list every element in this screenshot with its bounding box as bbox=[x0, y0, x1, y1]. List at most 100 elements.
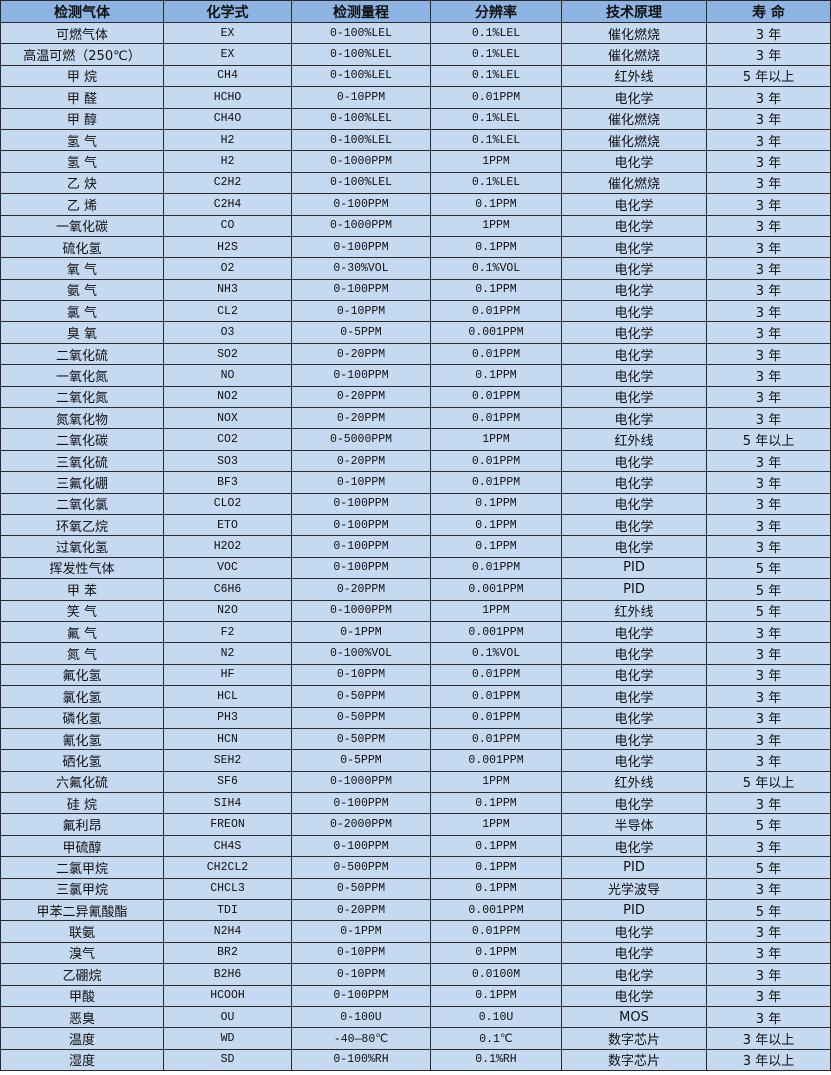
principle-cell: 电化学 bbox=[561, 727, 707, 751]
principle-cell: 红外线 bbox=[561, 64, 707, 88]
formula-cell: NH3 bbox=[163, 278, 292, 302]
table-row: 乙硼烷 B2H6 0-10PPM 0.0100M 电化学 3 年 bbox=[0, 963, 831, 986]
formula-cell: B2H6 bbox=[163, 963, 292, 986]
principle-cell: 电化学 bbox=[561, 663, 707, 687]
formula-cell: H2S bbox=[163, 235, 292, 259]
resolution-cell: 0.01PPM bbox=[430, 727, 562, 751]
resolution-cell: 0.1%LEL bbox=[430, 21, 562, 45]
resolution-cell: 0.01PPM bbox=[430, 300, 562, 323]
lifespan-cell: 3 年 bbox=[706, 792, 831, 815]
gas-cell: 二氧化碳 bbox=[0, 428, 164, 451]
resolution-cell: 0.1%RH bbox=[430, 1048, 562, 1072]
resolution-cell: 0.001PPM bbox=[430, 321, 562, 344]
formula-cell: BR2 bbox=[163, 941, 292, 965]
principle-cell: 电化学 bbox=[561, 257, 707, 280]
range-cell: 0-1000PPM bbox=[291, 770, 431, 794]
resolution-cell: 0.01PPM bbox=[430, 920, 562, 943]
range-cell: 0-5PPM bbox=[291, 321, 431, 344]
table-row: 氯 气 CL2 0-10PPM 0.01PPM 电化学 3 年 bbox=[0, 300, 831, 323]
range-cell: 0-10PPM bbox=[291, 963, 431, 986]
gas-cell: 乙 烯 bbox=[0, 193, 164, 216]
resolution-cell: 0.01PPM bbox=[430, 385, 562, 409]
lifespan-cell: 5 年 bbox=[706, 813, 831, 836]
formula-cell: SEH2 bbox=[163, 749, 292, 772]
gas-cell: 笑 气 bbox=[0, 599, 164, 622]
gas-cell: 臭 氧 bbox=[0, 321, 164, 344]
range-cell: 0-1000PPM bbox=[291, 214, 431, 237]
lifespan-cell: 3 年 bbox=[706, 920, 831, 943]
table-row: 硒化氢 SEH2 0-5PPM 0.001PPM 电化学 3 年 bbox=[0, 749, 831, 772]
gas-cell: 氟利昂 bbox=[0, 813, 164, 836]
principle-cell: 红外线 bbox=[561, 599, 707, 622]
principle-cell: 催化燃烧 bbox=[561, 107, 707, 130]
table-row: 甲 苯 C6H6 0-20PPM 0.001PPM PID 5 年 bbox=[0, 578, 831, 601]
principle-cell: 电化学 bbox=[561, 535, 707, 558]
lifespan-cell: 3 年 bbox=[706, 749, 831, 772]
gas-cell: 一氧化碳 bbox=[0, 214, 164, 237]
resolution-cell: 0.001PPM bbox=[430, 578, 562, 601]
formula-cell: HCOOH bbox=[163, 984, 292, 1007]
range-cell: 0-100%VOL bbox=[291, 642, 431, 665]
table-row: 一氧化碳 CO 0-1000PPM 1PPM 电化学 3 年 bbox=[0, 214, 831, 237]
lifespan-cell: 3 年 bbox=[706, 513, 831, 537]
lifespan-cell: 3 年 bbox=[706, 385, 831, 409]
lifespan-cell: 3 年 bbox=[706, 407, 831, 430]
lifespan-cell: 3 年 bbox=[706, 941, 831, 965]
table-row: 氢 气 H2 0-100%LEL 0.1%LEL 催化燃烧 3 年 bbox=[0, 128, 831, 152]
gas-cell: 氟 气 bbox=[0, 620, 164, 644]
formula-cell: C6H6 bbox=[163, 578, 292, 601]
principle-cell: 电化学 bbox=[561, 449, 707, 473]
table-row: 氟 气 F2 0-1PPM 0.001PPM 电化学 3 年 bbox=[0, 620, 831, 644]
principle-cell: MOS bbox=[561, 1005, 707, 1029]
resolution-cell: 0.1℃ bbox=[430, 1027, 562, 1050]
table-row: 挥发性气体 VOC 0-100PPM 0.01PPM PID 5 年 bbox=[0, 556, 831, 580]
formula-cell: H2 bbox=[163, 128, 292, 152]
gas-cell: 温度 bbox=[0, 1027, 164, 1050]
table-row: 磷化氢 PH3 0-50PPM 0.01PPM 电化学 3 年 bbox=[0, 706, 831, 729]
gas-cell: 甲酸 bbox=[0, 984, 164, 1007]
principle-cell: 电化学 bbox=[561, 620, 707, 644]
range-cell: 0-50PPM bbox=[291, 877, 431, 901]
principle-cell: 电化学 bbox=[561, 321, 707, 344]
formula-cell: NO2 bbox=[163, 385, 292, 409]
lifespan-cell: 3 年 bbox=[706, 107, 831, 130]
range-cell: 0-100PPM bbox=[291, 235, 431, 259]
lifespan-cell: 3 年 bbox=[706, 300, 831, 323]
principle-cell: 电化学 bbox=[561, 920, 707, 943]
lifespan-cell: 3 年 bbox=[706, 963, 831, 986]
resolution-cell: 0.1PPM bbox=[430, 941, 562, 965]
formula-cell: O2 bbox=[163, 257, 292, 280]
gas-cell: 甲 醛 bbox=[0, 86, 164, 109]
formula-cell: NOX bbox=[163, 407, 292, 430]
range-cell: 0-100PPM bbox=[291, 193, 431, 216]
lifespan-cell: 5 年 bbox=[706, 599, 831, 622]
principle-cell: 催化燃烧 bbox=[561, 21, 707, 45]
gas-cell: 氟化氢 bbox=[0, 663, 164, 687]
table-row: 氟化氢 HF 0-10PPM 0.01PPM 电化学 3 年 bbox=[0, 663, 831, 687]
table-row: 恶臭 OU 0-100U 0.10U MOS 3 年 bbox=[0, 1005, 831, 1029]
table-row: 臭 氧 O3 0-5PPM 0.001PPM 电化学 3 年 bbox=[0, 321, 831, 344]
range-cell: 0-20PPM bbox=[291, 449, 431, 473]
formula-cell: EX bbox=[163, 21, 292, 45]
gas-cell: 溴气 bbox=[0, 941, 164, 965]
range-cell: 0-10PPM bbox=[291, 663, 431, 687]
formula-cell: CO2 bbox=[163, 428, 292, 451]
range-cell: 0-1000PPM bbox=[291, 150, 431, 173]
principle-cell: 电化学 bbox=[561, 214, 707, 237]
gas-cell: 甲 醇 bbox=[0, 107, 164, 130]
resolution-cell: 0.001PPM bbox=[430, 899, 562, 922]
table-row: 氨 气 NH3 0-100PPM 0.1PPM 电化学 3 年 bbox=[0, 278, 831, 302]
formula-cell: WD bbox=[163, 1027, 292, 1050]
lifespan-cell: 3 年 bbox=[706, 171, 831, 195]
formula-cell: BF3 bbox=[163, 471, 292, 494]
gas-cell: 二氯甲烷 bbox=[0, 856, 164, 879]
resolution-cell: 0.01PPM bbox=[430, 407, 562, 430]
formula-cell: H2 bbox=[163, 150, 292, 173]
resolution-cell: 0.1PPM bbox=[430, 364, 562, 387]
lifespan-cell: 3 年 bbox=[706, 321, 831, 344]
lifespan-cell: 3 年 bbox=[706, 43, 831, 66]
principle-cell: 电化学 bbox=[561, 792, 707, 815]
table-row: 甲苯二异氰酸酯 TDI 0-20PPM 0.001PPM PID 5 年 bbox=[0, 899, 831, 922]
gas-cell: 氯 气 bbox=[0, 300, 164, 323]
principle-cell: PID bbox=[561, 899, 707, 922]
